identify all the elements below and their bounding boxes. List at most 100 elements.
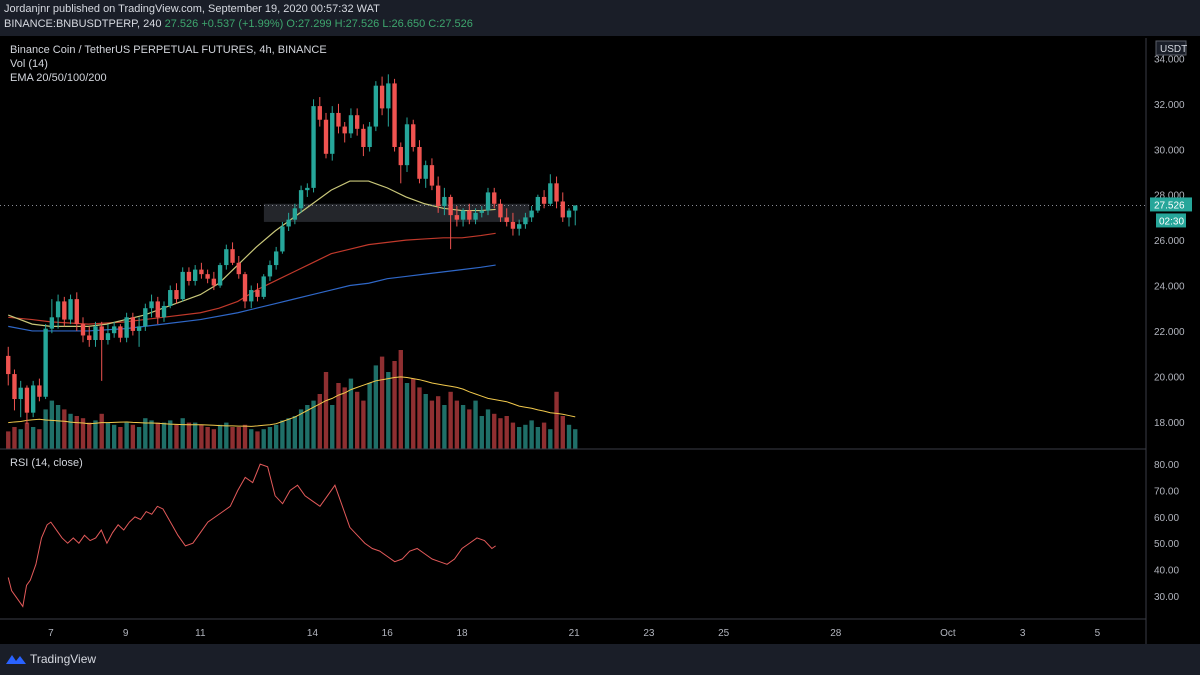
candle-body (305, 187, 310, 191)
volume-bar (24, 422, 30, 449)
candle-body (417, 146, 422, 179)
candle-body (261, 276, 266, 297)
candle-body (267, 265, 273, 277)
candle-body (18, 387, 23, 400)
candle-body (93, 326, 98, 341)
candle-body (404, 124, 410, 166)
candle-body (273, 251, 279, 266)
time-tick-label: 5 (1095, 628, 1101, 639)
volume-bar (249, 429, 254, 449)
candle-body (118, 326, 123, 338)
candle-body (548, 183, 553, 204)
chart-title: Binance Coin / TetherUS PERPETUAL FUTURE… (10, 44, 327, 56)
volume-bar (317, 394, 322, 449)
volume-bar (373, 365, 379, 449)
currency-badge[interactable] (1155, 40, 1187, 56)
candle-body (454, 215, 460, 220)
tradingview-logo-icon (6, 655, 26, 664)
price-tick-label: 18.000 (1154, 418, 1185, 429)
volume-bar (149, 420, 154, 449)
candle-body (442, 196, 447, 207)
candle-body (573, 205, 578, 211)
volume-bars (6, 350, 578, 449)
candle-body (74, 299, 79, 325)
candle-body (111, 326, 117, 334)
rsi-tick-label: 70.00 (1154, 487, 1179, 498)
volume-bar (74, 416, 79, 449)
volume-bar (504, 416, 509, 449)
candle-body (292, 208, 298, 220)
candle-body (143, 308, 148, 327)
candle-body (87, 335, 92, 341)
candle-body (510, 221, 516, 229)
price-tick-label: 20.000 (1154, 372, 1185, 383)
footer-bar (0, 644, 1200, 675)
candles (6, 74, 578, 425)
price-tick-label: 22.000 (1154, 327, 1185, 338)
price-tick-label: 24.000 (1154, 282, 1185, 293)
time-tick-label: 7 (48, 628, 54, 639)
currency-label: USDT (1160, 44, 1187, 55)
volume-bar (168, 420, 173, 449)
candle-body (43, 328, 48, 397)
close-value: C:27.526 (428, 18, 473, 30)
candle-body (323, 119, 329, 154)
candle-body (199, 269, 204, 275)
price-tick-label: 28.000 (1154, 191, 1185, 202)
volume-bar (336, 383, 341, 449)
candle-body (298, 190, 304, 209)
volume-bar (62, 409, 67, 449)
volume-bar (454, 400, 460, 449)
time-tick-label: Oct (940, 628, 956, 639)
volume-legend: Vol (14) (10, 58, 48, 70)
volume-bar (342, 387, 347, 449)
volume-bar (174, 424, 179, 449)
volume-bar (49, 400, 55, 449)
candle-body (373, 85, 379, 127)
price-tick-label: 26.000 (1154, 236, 1185, 247)
candle-body (192, 269, 198, 281)
volume-bar (99, 413, 104, 449)
volume-bar (417, 387, 422, 449)
time-tick-label: 9 (123, 628, 129, 639)
candle-body (230, 249, 235, 263)
candle-body (186, 271, 192, 281)
volume-bar (224, 422, 229, 449)
volume-bar (236, 427, 241, 449)
volume-bar (535, 427, 541, 449)
candle-body (473, 212, 478, 220)
candle-body (62, 301, 67, 320)
countdown-badge (1156, 213, 1186, 228)
volume-bar (566, 424, 572, 449)
ema100-line (8, 264, 496, 332)
rsi-legend: RSI (14, close) (10, 457, 83, 469)
volume-bar (43, 409, 48, 449)
volume-bar (30, 427, 36, 449)
change-value: +0.537 (+1.99%) (201, 18, 284, 30)
countdown-label: 02:30 (1159, 216, 1184, 227)
candle-body (541, 196, 547, 204)
volume-bar (143, 418, 148, 449)
volume-bar (292, 416, 298, 449)
volume-bar (423, 394, 428, 449)
volume-bar (6, 431, 11, 449)
volume-bar (548, 429, 553, 449)
candle-body (236, 262, 241, 275)
volume-bar (498, 418, 503, 449)
time-tick-label: 23 (643, 628, 655, 639)
candle-body (224, 249, 229, 266)
candle-body (124, 317, 129, 338)
tradingview-logo[interactable]: TradingView (6, 652, 96, 666)
candle-body (55, 301, 61, 318)
symbol-label: BINANCE:BNBUSDTPERP, 240 (4, 18, 162, 30)
chart-frame[interactable] (0, 36, 1200, 644)
candle-body (348, 115, 354, 134)
rsi-tick-label: 80.00 (1154, 460, 1179, 471)
volume-bar (411, 378, 416, 449)
candle-body (155, 301, 160, 318)
rsi-tick-label: 40.00 (1154, 566, 1179, 577)
candle-body (330, 112, 335, 154)
volume-bar (305, 405, 310, 449)
candle-body (535, 196, 541, 211)
